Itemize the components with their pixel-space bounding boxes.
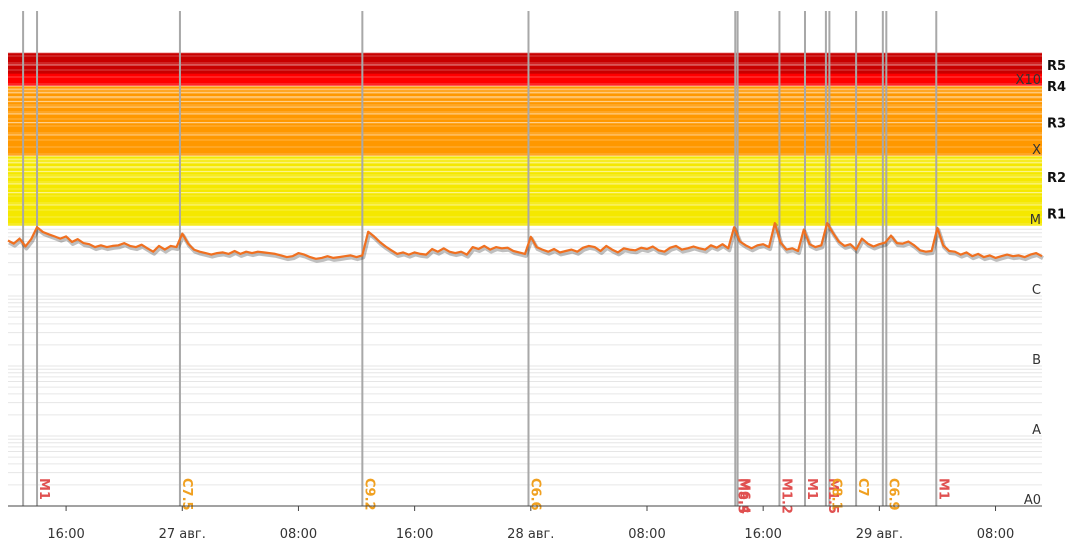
flare-label: C9.2 [361,478,376,511]
x-tick-label: 08:00 [280,527,317,542]
x-tick-label: 27 авг. [159,527,206,542]
class-label: B [1032,353,1041,368]
r-scale-label: R5 [1047,59,1066,74]
x-tick-label: 16:00 [396,527,433,542]
r-scale-label: R1 [1047,208,1066,223]
x-tick-label: 08:00 [977,527,1014,542]
x-tick-label: 08:00 [628,527,665,542]
class-label: X [1032,143,1041,158]
flare-markers [22,11,938,506]
flare-label: M6.4 [737,478,752,514]
class-label: C [1032,283,1041,298]
class-label: A [1032,423,1041,438]
r-scale-label: R4 [1047,80,1066,95]
flare-label: C7.5 [179,478,194,511]
flare-label: C6.6 [527,478,542,511]
r-scale-label: R3 [1047,117,1066,132]
flux-series [7,222,1044,263]
flare-label: M1 [804,478,819,500]
x-tick-label: 29 авг. [856,527,903,542]
flare-label: C7 [855,478,870,497]
x-tick-label: 16:00 [744,527,781,542]
x-axis: 16:00 27 авг. 08:00 16:00 28 авг. 08:00 16:00 2… [8,505,1042,542]
x-tick-label: 28 авг. [507,527,554,542]
series-line [7,222,1043,260]
zone-band [8,52,1042,74]
class-label: A0 [1024,493,1041,508]
flare-label: C6.9 [885,478,900,511]
radio-blackout-labels: R5 R4 R3 R2 R1 [1047,59,1066,223]
flare-label: C8.1 [828,478,843,511]
x-tick-label: 16:00 [47,527,84,542]
r-scale-label: R2 [1047,171,1066,186]
flare-label: M8.5 [734,478,749,514]
flare-label: M1 [935,478,950,500]
class-labels: X10 X M C B A A0 [1016,73,1042,508]
flare-label: M1.2 [778,478,793,514]
flare-label: M1.5 [825,478,840,514]
flare-label: M1 [36,478,51,500]
class-label: M [1030,213,1041,228]
class-label: X10 [1016,73,1041,88]
series-shadow [8,223,1044,263]
flare-labels: M1 C7.5 C9.2 C6.6 M8.5M6.4 M1.2 M1 M1.5C8.1 C7 C6… [36,478,950,514]
